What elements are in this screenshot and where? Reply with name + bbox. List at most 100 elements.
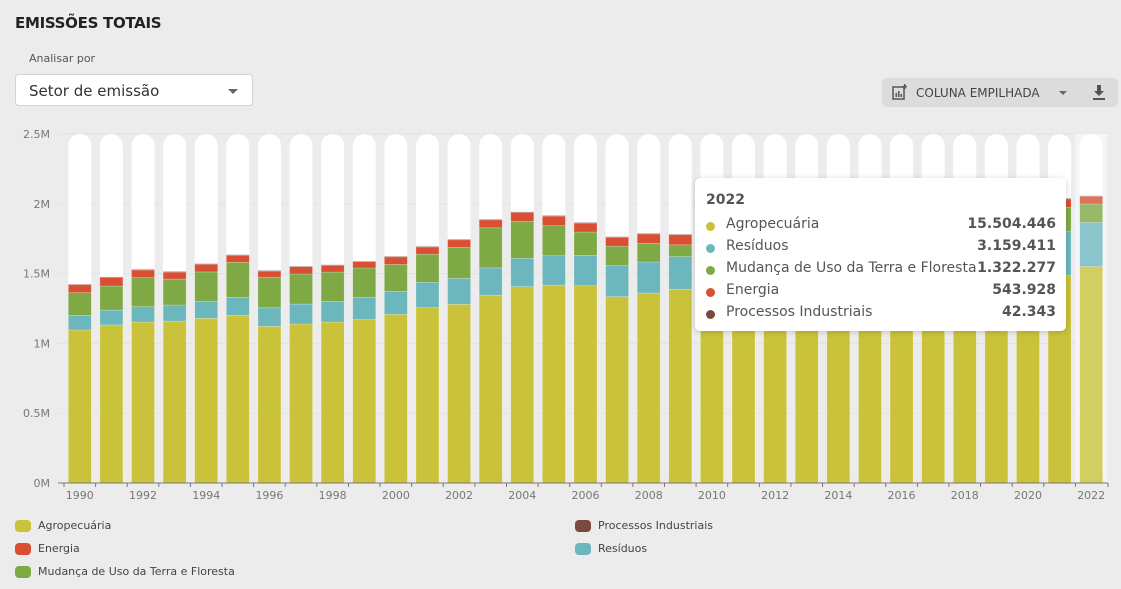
bar-segment-energia[interactable]: [447, 239, 471, 248]
bar-segment-mudan-a-de-uso-da-terra-e-floresta[interactable]: [226, 261, 250, 298]
bar-segment-energia[interactable]: [668, 234, 693, 246]
bar-segment-processos-industriais[interactable]: [636, 233, 661, 235]
bar-segment-processos-industriais[interactable]: [542, 215, 566, 217]
bar-segment-energia[interactable]: [510, 212, 535, 222]
bar-segment-mudan-a-de-uso-da-terra-e-floresta[interactable]: [289, 273, 313, 305]
bar-segment-agropecu-ria[interactable]: [131, 321, 155, 484]
bar-segment-mudan-a-de-uso-da-terra-e-floresta[interactable]: [257, 276, 282, 309]
bar-segment-agropecu-ria[interactable]: [226, 315, 250, 484]
bar-segment-mudan-a-de-uso-da-terra-e-floresta[interactable]: [668, 244, 693, 257]
bar-segment-agropecu-ria[interactable]: [636, 292, 661, 484]
bar-segment-agropecu-ria[interactable]: [257, 326, 282, 484]
bar-segment-processos-industriais[interactable]: [668, 233, 693, 236]
bar-segment-res-duos[interactable]: [68, 315, 92, 331]
bar-segment-agropecu-ria[interactable]: [573, 285, 598, 484]
bar-segment-mudan-a-de-uso-da-terra-e-floresta[interactable]: [194, 271, 219, 302]
bar-segment-mudan-a-de-uso-da-terra-e-floresta[interactable]: [478, 227, 503, 269]
bar-segment-processos-industriais[interactable]: [257, 270, 282, 272]
bar-segment-res-duos[interactable]: [99, 309, 124, 326]
bar-segment-energia[interactable]: [1079, 196, 1103, 205]
bar-segment-energia[interactable]: [162, 271, 187, 280]
bar-segment-processos-industriais[interactable]: [194, 263, 219, 265]
bar-segment-agropecu-ria[interactable]: [162, 320, 187, 484]
bar-segment-res-duos[interactable]: [131, 306, 155, 323]
bar-segment-agropecu-ria[interactable]: [542, 284, 566, 484]
bar-segment-processos-industriais[interactable]: [478, 218, 503, 221]
bar-segment-mudan-a-de-uso-da-terra-e-floresta[interactable]: [605, 245, 629, 266]
bar-segment-agropecu-ria[interactable]: [68, 329, 92, 484]
bar-segment-res-duos[interactable]: [257, 307, 282, 327]
bar-segment-energia[interactable]: [415, 246, 440, 255]
bar-segment-mudan-a-de-uso-da-terra-e-floresta[interactable]: [636, 243, 661, 263]
bar-segment-energia[interactable]: [257, 270, 282, 278]
bar-segment-mudan-a-de-uso-da-terra-e-floresta[interactable]: [162, 278, 187, 306]
bar-segment-energia[interactable]: [352, 261, 377, 269]
bar-segment-mudan-a-de-uso-da-terra-e-floresta[interactable]: [542, 225, 566, 257]
bar-segment-energia[interactable]: [289, 266, 313, 275]
bar-segment-processos-industriais[interactable]: [131, 269, 155, 271]
bar-segment-agropecu-ria[interactable]: [1079, 266, 1103, 484]
bar-segment-processos-industriais[interactable]: [1079, 195, 1103, 197]
bar-segment-processos-industriais[interactable]: [289, 265, 313, 268]
bar-segment-agropecu-ria[interactable]: [668, 288, 693, 484]
bar-segment-agropecu-ria[interactable]: [99, 324, 124, 484]
bar-segment-mudan-a-de-uso-da-terra-e-floresta[interactable]: [1079, 203, 1103, 223]
bar-segment-processos-industriais[interactable]: [162, 271, 187, 273]
bar-segment-agropecu-ria[interactable]: [605, 296, 629, 484]
bar-segment-mudan-a-de-uso-da-terra-e-floresta[interactable]: [68, 292, 92, 316]
bar-segment-agropecu-ria[interactable]: [478, 294, 503, 484]
bar-segment-processos-industriais[interactable]: [99, 276, 124, 278]
bar-segment-res-duos[interactable]: [1079, 222, 1103, 267]
bar-segment-res-duos[interactable]: [478, 267, 503, 296]
bar-segment-energia[interactable]: [194, 263, 219, 273]
bar-segment-energia[interactable]: [478, 219, 503, 229]
analyze-by-select[interactable]: Setor de emissão: [15, 74, 253, 106]
bar-segment-agropecu-ria[interactable]: [320, 321, 345, 484]
bar-segment-res-duos[interactable]: [194, 300, 219, 319]
bar-segment-res-duos[interactable]: [415, 281, 440, 308]
bar-segment-res-duos[interactable]: [636, 261, 661, 294]
bar-segment-mudan-a-de-uso-da-terra-e-floresta[interactable]: [320, 271, 345, 302]
bar-segment-mudan-a-de-uso-da-terra-e-floresta[interactable]: [99, 285, 124, 311]
bar-segment-mudan-a-de-uso-da-terra-e-floresta[interactable]: [510, 221, 535, 259]
bar-segment-processos-industriais[interactable]: [605, 236, 629, 238]
bar-segment-processos-industriais[interactable]: [226, 254, 250, 256]
bar-segment-res-duos[interactable]: [289, 303, 313, 325]
bar-segment-agropecu-ria[interactable]: [384, 314, 408, 484]
bar-segment-res-duos[interactable]: [668, 256, 693, 290]
bar-segment-res-duos[interactable]: [542, 255, 566, 286]
bar-segment-energia[interactable]: [68, 284, 92, 294]
bar-segment-energia[interactable]: [226, 255, 250, 263]
bar-segment-processos-industriais[interactable]: [510, 211, 535, 213]
bar-segment-processos-industriais[interactable]: [320, 264, 345, 266]
bar-segment-processos-industriais[interactable]: [384, 255, 408, 258]
bar-segment-energia[interactable]: [131, 269, 155, 278]
bar-segment-energia[interactable]: [636, 233, 661, 244]
bar-segment-mudan-a-de-uso-da-terra-e-floresta[interactable]: [447, 247, 471, 279]
bar-segment-res-duos[interactable]: [320, 301, 345, 323]
bar-segment-mudan-a-de-uso-da-terra-e-floresta[interactable]: [384, 264, 408, 292]
bar-segment-processos-industriais[interactable]: [415, 246, 440, 248]
bar-segment-agropecu-ria[interactable]: [352, 319, 377, 484]
bar-segment-res-duos[interactable]: [447, 278, 471, 305]
chart-add-icon[interactable]: [892, 84, 908, 100]
bar-segment-mudan-a-de-uso-da-terra-e-floresta[interactable]: [415, 253, 440, 283]
bar-segment-res-duos[interactable]: [352, 297, 377, 320]
bar-segment-energia[interactable]: [320, 265, 345, 273]
bar-segment-processos-industriais[interactable]: [352, 260, 377, 263]
bar-segment-res-duos[interactable]: [510, 258, 535, 288]
bar-segment-res-duos[interactable]: [384, 291, 408, 315]
bar-segment-energia[interactable]: [99, 277, 124, 287]
download-icon[interactable]: [1091, 84, 1107, 101]
bar-segment-res-duos[interactable]: [162, 304, 187, 322]
bar-segment-processos-industriais[interactable]: [573, 222, 598, 224]
bar-segment-res-duos[interactable]: [605, 265, 629, 297]
bar-segment-res-duos[interactable]: [226, 297, 250, 316]
bar-segment-energia[interactable]: [573, 222, 598, 233]
bar-segment-agropecu-ria[interactable]: [510, 286, 535, 484]
chart-type-dropdown-icon[interactable]: [1059, 91, 1067, 95]
bar-segment-mudan-a-de-uso-da-terra-e-floresta[interactable]: [131, 277, 155, 307]
bar-segment-mudan-a-de-uso-da-terra-e-floresta[interactable]: [573, 231, 598, 256]
bar-segment-energia[interactable]: [542, 215, 566, 227]
bar-segment-mudan-a-de-uso-da-terra-e-floresta[interactable]: [352, 267, 377, 298]
